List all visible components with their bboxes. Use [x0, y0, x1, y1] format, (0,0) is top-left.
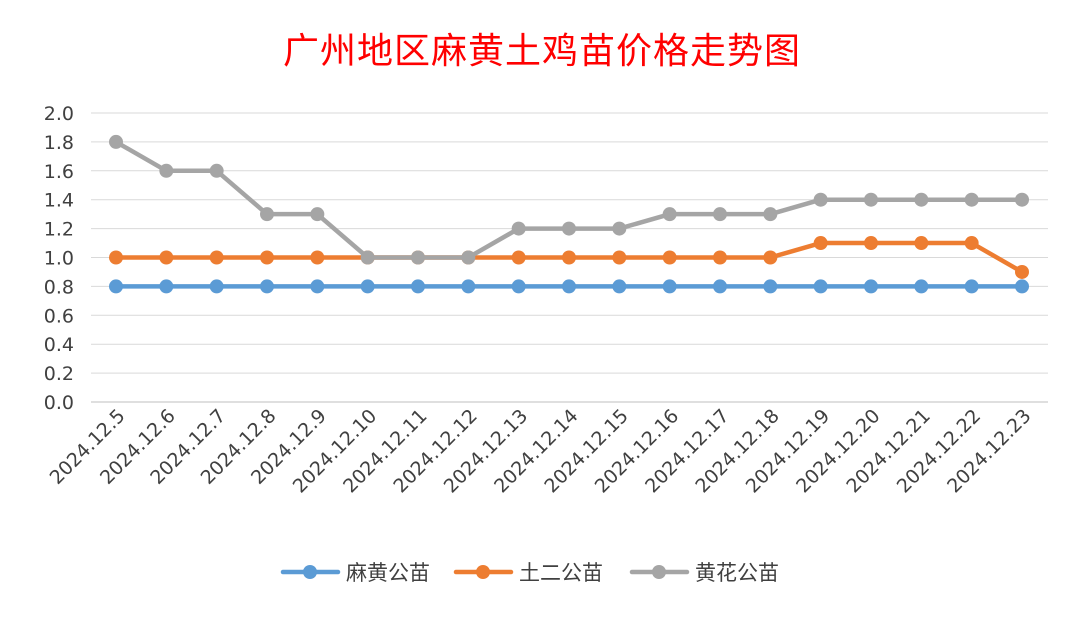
y-axis: 0.0 0.2 0.4 0.6 0.8 1.0 1.2 1.4 1.6 1.8 2.0	[44, 103, 74, 414]
data-point	[562, 279, 576, 294]
data-point	[109, 279, 123, 294]
data-point	[310, 207, 325, 222]
legend-label: 黄花公苗	[695, 561, 779, 585]
data-point	[864, 192, 878, 207]
data-point	[713, 279, 727, 294]
data-point	[562, 250, 576, 265]
series-1	[109, 279, 1029, 294]
data-point	[964, 236, 979, 251]
data-point	[864, 279, 878, 294]
y-tick-label: 0.2	[44, 363, 74, 385]
data-point	[914, 236, 929, 251]
y-tick-label: 0.8	[44, 276, 74, 298]
legend-label: 土二公苗	[519, 561, 603, 585]
data-point	[360, 279, 375, 294]
data-point	[1015, 279, 1029, 294]
data-point	[763, 207, 778, 222]
y-tick-label: 1.4	[44, 190, 74, 212]
legend-item: 黄花公苗	[629, 561, 779, 585]
data-point	[260, 207, 274, 222]
data-point	[511, 279, 526, 294]
legend-item: 土二公苗	[453, 561, 603, 585]
legend-swatch-marker	[652, 565, 666, 579]
data-point	[159, 250, 174, 265]
data-point	[511, 250, 526, 265]
data-point	[461, 250, 476, 265]
data-point	[260, 250, 274, 265]
series-2	[109, 236, 1029, 279]
y-tick-label: 0.0	[44, 392, 74, 414]
data-point	[461, 279, 476, 294]
data-point	[1015, 264, 1029, 279]
data-point	[159, 279, 174, 294]
legend-swatch-marker	[303, 565, 317, 579]
series-group	[109, 134, 1029, 294]
data-point	[662, 279, 677, 294]
data-point	[914, 279, 929, 294]
data-point	[813, 236, 828, 251]
data-point	[511, 221, 526, 236]
legend-label: 麻黄公苗	[346, 561, 430, 585]
x-axis: 2024.12.52024.12.62024.12.72024.12.82024…	[46, 405, 1036, 497]
y-tick-label: 1.8	[44, 132, 74, 154]
y-tick-label: 0.4	[44, 334, 74, 356]
data-point	[964, 192, 979, 207]
chart-title: 广州地区麻黄土鸡苗价格走势图	[282, 31, 801, 72]
data-point	[411, 250, 425, 265]
data-point	[813, 279, 828, 294]
data-point	[159, 163, 174, 178]
data-point	[763, 279, 778, 294]
data-point	[209, 163, 224, 178]
data-point	[864, 236, 878, 251]
data-point	[713, 207, 727, 222]
data-point	[914, 192, 929, 207]
data-point	[612, 279, 627, 294]
data-point	[562, 221, 576, 236]
data-point	[109, 134, 123, 149]
y-tick-label: 2.0	[44, 103, 74, 125]
data-point	[109, 250, 123, 265]
legend: 麻黄公苗 土二公苗 黄花公苗	[280, 561, 779, 585]
data-point	[713, 250, 727, 265]
data-point	[612, 250, 627, 265]
data-point	[662, 250, 677, 265]
y-tick-label: 1.6	[44, 161, 74, 183]
data-point	[310, 250, 325, 265]
data-point	[813, 192, 828, 207]
data-point	[763, 250, 778, 265]
data-point	[612, 221, 627, 236]
data-point	[411, 279, 425, 294]
y-tick-label: 1.2	[44, 219, 74, 241]
y-tick-label: 0.6	[44, 305, 74, 327]
data-point	[662, 207, 677, 222]
data-point	[360, 250, 375, 265]
series-3	[109, 134, 1029, 265]
legend-swatch-marker	[476, 565, 490, 579]
legend-item: 麻黄公苗	[280, 561, 430, 585]
data-point	[1015, 192, 1029, 207]
data-point	[310, 279, 325, 294]
data-point	[209, 250, 224, 265]
data-point	[209, 279, 224, 294]
data-point	[964, 279, 979, 294]
data-point	[260, 279, 274, 294]
y-tick-label: 1.0	[44, 248, 74, 270]
